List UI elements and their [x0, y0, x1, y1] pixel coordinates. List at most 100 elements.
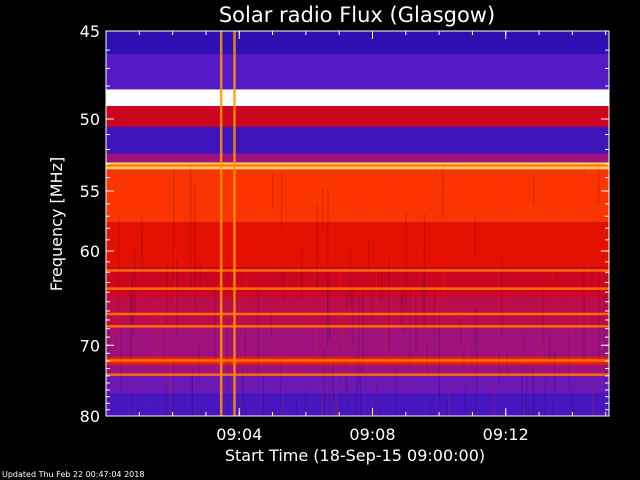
texture-streak: [157, 299, 159, 379]
texture-streak: [443, 217, 445, 300]
frequency-band: [106, 364, 609, 376]
texture-streak: [376, 380, 378, 416]
texture-streak: [521, 363, 523, 414]
texture-streak: [460, 319, 462, 345]
texture-streak: [315, 320, 317, 358]
texture-streak: [206, 317, 208, 360]
frequency-band: [106, 53, 609, 90]
texture-streak: [173, 168, 175, 281]
bright-line: [106, 269, 609, 272]
texture-streak: [368, 237, 370, 271]
texture-streak: [429, 399, 431, 416]
texture-streak: [595, 193, 597, 306]
texture-streak: [190, 177, 192, 214]
texture-streak: [253, 206, 255, 245]
texture-streak: [360, 366, 362, 416]
texture-streak: [460, 169, 462, 213]
y-tick-label: 55: [80, 182, 100, 201]
texture-streak: [222, 313, 224, 405]
texture-streak: [108, 328, 110, 402]
texture-streak: [476, 309, 478, 399]
frequency-band: [106, 31, 609, 54]
texture-streak: [464, 387, 466, 416]
texture-streak: [474, 309, 476, 347]
texture-streak: [316, 203, 318, 291]
texture-streak: [335, 323, 337, 406]
texture-streak: [395, 365, 397, 416]
x-axis-label: Start Time (18-Sep-15 09:00:00): [225, 446, 485, 465]
x-tick-label: 09:08: [349, 425, 395, 444]
y-axis-label: Frequency [MHz]: [47, 157, 66, 291]
bright-line: [106, 325, 609, 328]
bright-line: [106, 164, 609, 167]
texture-streak: [246, 180, 248, 292]
y-tick-label: 45: [80, 22, 100, 41]
x-axis: 09:04 09:08 09:12: [138, 31, 607, 444]
texture-streak: [415, 294, 417, 352]
texture-streak: [533, 175, 535, 206]
texture-streak: [598, 277, 600, 360]
frequency-band: [106, 328, 609, 358]
texture-streak: [346, 378, 348, 416]
texture-streak: [305, 388, 307, 416]
update-timestamp: Updated Thu Feb 22 00:47:04 2018: [2, 470, 145, 479]
frequency-band: [106, 106, 609, 127]
texture-streak: [437, 216, 439, 309]
texture-streak: [191, 407, 193, 416]
texture-streak: [446, 397, 448, 416]
frequency-band: [106, 126, 609, 154]
texture-streak: [417, 198, 419, 234]
frequency-band: [106, 153, 609, 163]
texture-streak: [346, 406, 348, 416]
texture-streak: [230, 365, 232, 388]
bright-line: [106, 287, 609, 290]
texture-streak: [470, 265, 472, 289]
frequency-band: [106, 375, 609, 394]
texture-streak: [263, 377, 265, 416]
texture-streak: [506, 353, 508, 376]
texture-streak: [549, 335, 551, 363]
texture-streak: [166, 382, 168, 416]
texture-streak: [147, 213, 149, 254]
bright-column: [219, 31, 223, 416]
texture-streak: [282, 389, 284, 416]
texture-streak: [281, 170, 283, 230]
texture-streak: [436, 388, 438, 416]
frequency-band: [106, 267, 609, 298]
bright-line: [106, 373, 609, 376]
texture-streak: [351, 288, 353, 349]
texture-streak: [190, 164, 192, 288]
texture-streak: [282, 273, 284, 301]
bright-line: [106, 312, 609, 316]
texture-streak: [598, 165, 600, 206]
texture-streak: [230, 306, 232, 331]
texture-streak: [494, 362, 496, 416]
texture-streak: [327, 190, 329, 318]
texture-streak: [551, 180, 553, 282]
texture-streak: [333, 362, 335, 401]
texture-streak: [436, 190, 438, 273]
texture-streak: [106, 307, 108, 363]
texture-streak: [173, 359, 175, 415]
frequency-band: [106, 393, 609, 416]
texture-streak: [335, 387, 337, 416]
texture-streak: [259, 394, 261, 416]
texture-streak: [475, 398, 477, 414]
y-axis: 45 50 55 60 70 80: [80, 22, 609, 426]
bright-line: [106, 359, 609, 362]
texture-streak: [375, 382, 377, 413]
texture-streak: [588, 314, 590, 335]
texture-streak: [328, 312, 330, 337]
texture-streak: [118, 216, 120, 312]
texture-streak: [332, 386, 334, 416]
texture-streak: [552, 271, 554, 315]
texture-streak: [214, 284, 216, 362]
plot-frame: [105, 30, 610, 417]
texture-streak: [447, 359, 449, 416]
texture-streak: [226, 389, 228, 416]
texture-streak: [571, 287, 573, 374]
texture-streak: [572, 385, 574, 416]
texture-streak: [533, 390, 535, 416]
texture-streak: [309, 237, 311, 299]
